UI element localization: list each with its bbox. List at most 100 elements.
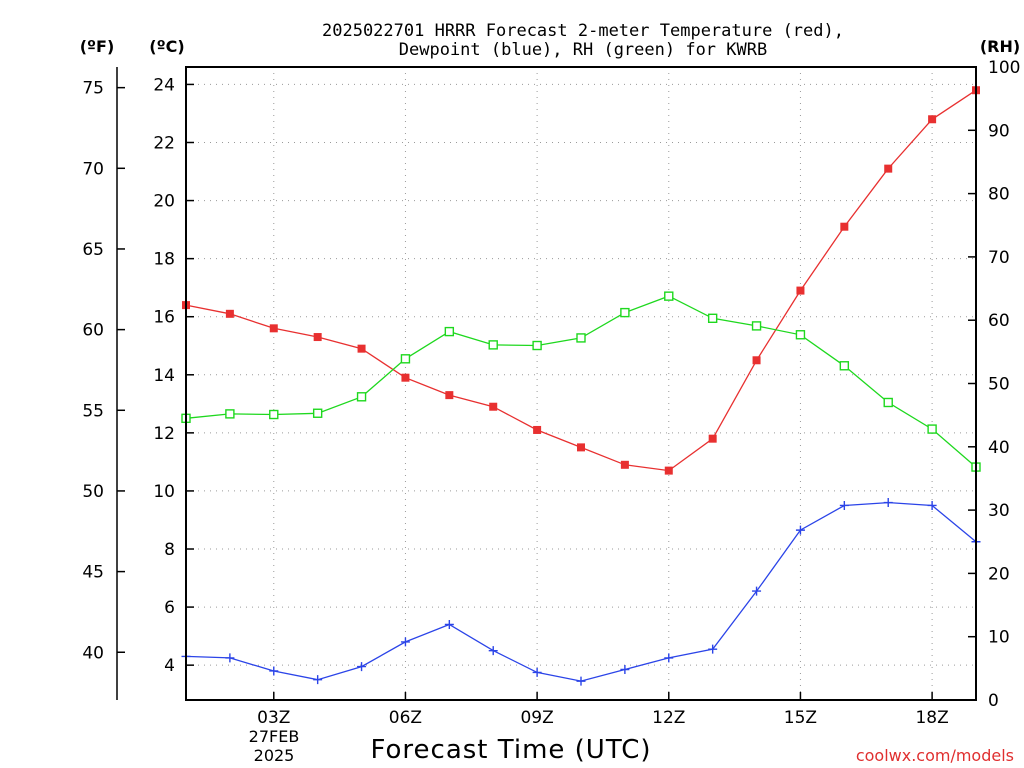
fahrenheit-tick-label: 70 — [82, 159, 104, 179]
temperature-point — [752, 356, 761, 365]
celsius-axis-label: (ºC) — [149, 37, 184, 56]
rh-point — [356, 392, 367, 402]
chart-title-line2: Dewpoint (blue), RH (green) for KWRB — [399, 40, 767, 60]
chart-title-line1: 2025022701 HRRR Forecast 2-meter Tempera… — [322, 21, 844, 41]
fahrenheit-tick-label: 60 — [82, 321, 104, 341]
fahrenheit-axis: 40 45 50 55 60 65 70 75 — [82, 79, 125, 663]
temperature-point — [357, 344, 366, 353]
dewpoint-point — [532, 667, 542, 677]
rh-point — [488, 340, 498, 350]
watermark: coolwx.com/models — [856, 746, 1014, 765]
dewpoint-point — [664, 653, 674, 663]
dewpoint-point — [444, 620, 454, 630]
temperature-point — [840, 222, 849, 231]
dewpoint-line — [185, 501, 977, 682]
rh-point — [400, 354, 411, 364]
celsius-tick-label: 22 — [153, 133, 175, 153]
date-label-line2: 2025 — [254, 746, 295, 765]
dewpoint-point — [576, 676, 586, 686]
time-tick-label: 18Z — [915, 708, 948, 728]
temperature-point — [225, 309, 234, 318]
temperature-point — [928, 115, 937, 124]
celsius-tick-label: 6 — [164, 598, 175, 618]
rh-point — [664, 291, 674, 301]
celsius-tick-label: 18 — [153, 250, 175, 270]
time-tick-label: 03Z — [257, 708, 290, 728]
rh-point — [751, 321, 762, 331]
rh-point — [312, 408, 323, 418]
celsius-tick-label: 14 — [153, 366, 175, 386]
temperature-point — [664, 466, 673, 475]
fahrenheit-tick-label: 55 — [82, 401, 104, 421]
dewpoint-point — [313, 675, 323, 685]
rh-point — [707, 313, 718, 324]
celsius-axis: 4 6 8 10 12 14 16 18 20 22 24 — [153, 75, 194, 676]
rh-tick-label: 10 — [988, 628, 1010, 648]
rh-tick-label: 80 — [988, 185, 1010, 205]
fahrenheit-tick-label: 75 — [82, 79, 104, 99]
rh-point — [225, 409, 235, 419]
rh-tick-label: 50 — [988, 375, 1010, 395]
temperature-point — [313, 333, 322, 342]
celsius-tick-label: 10 — [153, 482, 175, 502]
fahrenheit-tick-label: 50 — [82, 482, 104, 502]
rh-point — [883, 397, 893, 408]
dewpoint-point — [927, 500, 937, 510]
celsius-tick-label: 4 — [164, 656, 175, 676]
celsius-tick-label: 16 — [153, 308, 175, 328]
temperature-point — [401, 373, 410, 382]
temperature-point — [620, 460, 629, 469]
time-axis: 03Z 06Z 09Z 12Z 15Z 18Z — [257, 692, 949, 728]
temperature-point — [796, 286, 805, 295]
temperature-point — [269, 324, 278, 333]
rh-tick-label: 30 — [988, 501, 1010, 521]
grid-lines — [186, 67, 976, 700]
temperature-point — [489, 402, 498, 411]
dewpoint-point — [620, 665, 630, 675]
temperature-point — [445, 391, 454, 400]
rh-point — [532, 340, 542, 351]
rh-point — [444, 326, 455, 337]
rh-tick-label: 100 — [988, 58, 1020, 78]
dewpoint-point — [795, 525, 805, 535]
rh-point — [927, 424, 937, 434]
rh-point — [620, 307, 630, 318]
x-axis-title: Forecast Time (UTC) — [370, 735, 651, 765]
time-tick-label: 15Z — [784, 708, 817, 728]
fahrenheit-tick-label: 45 — [82, 563, 104, 583]
temperature-point — [533, 425, 542, 434]
rh-point — [269, 409, 279, 420]
time-tick-label: 09Z — [520, 708, 553, 728]
series-group — [181, 86, 981, 686]
celsius-tick-label: 24 — [153, 75, 175, 95]
rh-tick-label: 0 — [988, 691, 999, 711]
rh-tick-label: 70 — [988, 248, 1010, 268]
dewpoint-point — [752, 586, 762, 596]
fahrenheit-tick-label: 40 — [82, 643, 104, 663]
temperature-point — [708, 434, 717, 443]
time-tick-label: 06Z — [389, 708, 422, 728]
rh-line — [185, 295, 977, 468]
fahrenheit-tick-label: 65 — [82, 240, 104, 260]
dewpoint-point — [488, 646, 498, 656]
rh-tick-label: 40 — [988, 438, 1010, 458]
celsius-tick-label: 12 — [153, 424, 175, 444]
dewpoint-point — [708, 644, 718, 654]
date-label-line1: 27FEB — [249, 727, 300, 746]
rh-axis-label: (RH) — [980, 37, 1020, 56]
temperature-point — [884, 164, 893, 173]
dewpoint-point — [357, 662, 367, 672]
celsius-tick-label: 20 — [153, 192, 175, 212]
rh-axis: 0 10 20 30 40 50 60 70 80 90 100 — [968, 58, 1020, 711]
plot-frame — [185, 66, 977, 701]
celsius-tick-label: 8 — [164, 540, 175, 560]
dewpoint-point — [883, 498, 893, 508]
temperature-point — [577, 443, 585, 452]
rh-point — [795, 330, 806, 340]
rh-tick-label: 20 — [988, 564, 1010, 584]
dewpoint-point — [839, 500, 849, 510]
rh-point — [576, 333, 586, 343]
rh-tick-label: 60 — [988, 311, 1010, 331]
dewpoint-point — [400, 637, 410, 647]
